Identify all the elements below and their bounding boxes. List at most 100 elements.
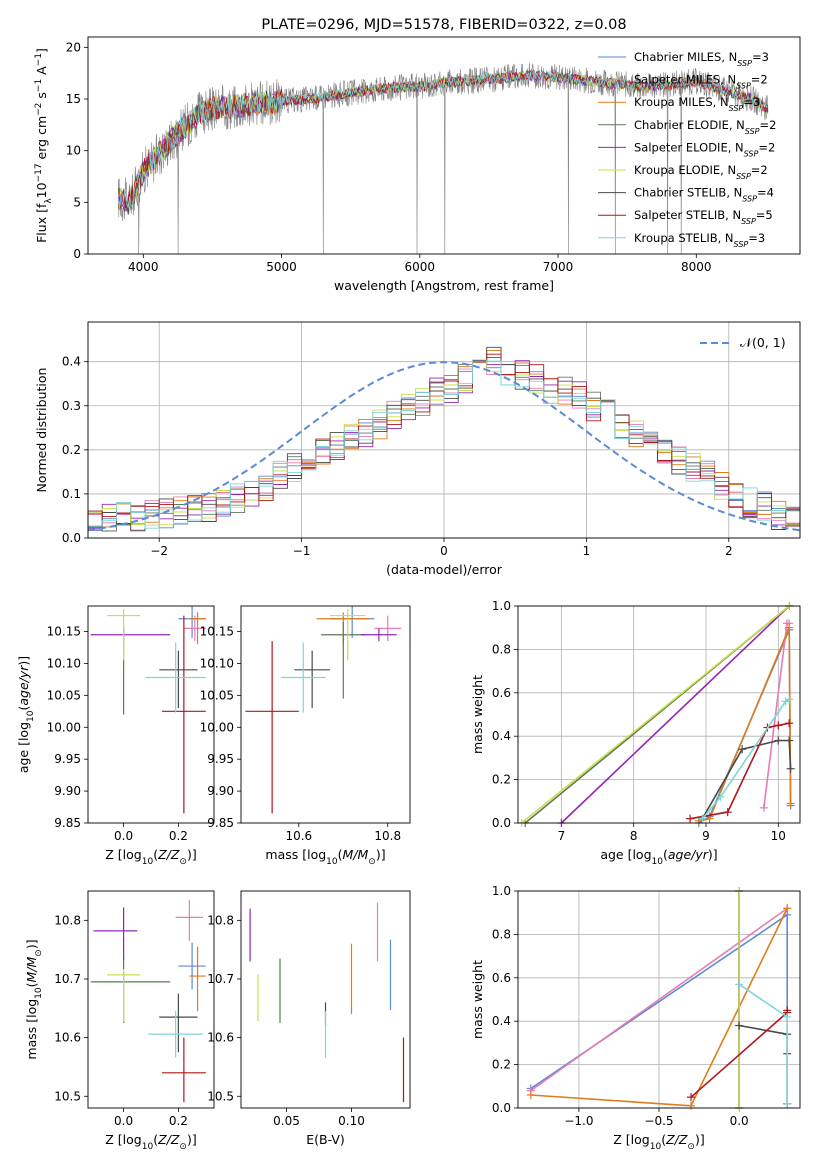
x-tick-label: 9 — [702, 829, 710, 843]
weight-marker — [723, 808, 732, 817]
x-tick-label: −1 — [293, 544, 311, 558]
x-tick-label: 7 — [558, 829, 566, 843]
y-tick-label: 15 — [66, 92, 81, 106]
weight-marker — [783, 1012, 792, 1021]
y-tick-label: 10.5 — [54, 1089, 81, 1103]
weight-marker — [686, 814, 695, 823]
legend-entry: Chabrier MILES, NSSP=3 — [634, 50, 769, 68]
weight-marker — [786, 799, 795, 808]
x-tick-label: 0.10 — [338, 1114, 365, 1128]
panel-8: −1.0 −0.5 0.0 0.0 0.2 0.4 0.6 0.8 1.0 Z [log10(Z/… — [470, 884, 801, 1152]
error-point-salpeter-elodie — [361, 628, 397, 642]
weight-marker — [774, 736, 783, 745]
y-tick-label: 10.15 — [47, 625, 81, 639]
y-tick-label: 1.0 — [492, 884, 511, 898]
error-point-salpeter-elodie — [90, 628, 171, 642]
y-tick-label: 0.1 — [62, 487, 81, 501]
histogram-kroupa-stelib — [87, 359, 801, 538]
error-point-chabrier-stelib — [159, 993, 198, 1053]
weight-marker — [738, 745, 747, 754]
y-tick-label: 0.8 — [492, 642, 511, 656]
axes-frame — [517, 890, 801, 1109]
axes-frame — [240, 890, 411, 1109]
panel-5: 7 8 9 10 0.0 0.2 0.4 0.6 0.8 1.0 age [log10(age/yr… — [470, 599, 801, 867]
legend-entry: Kroupa STELIB, NSSP=3 — [634, 231, 765, 249]
y-tick-label: 0.2 — [492, 1058, 511, 1072]
y-tick-label: 5 — [73, 195, 81, 209]
y-tick-label: 9.95 — [207, 752, 234, 766]
error-point-chabrier-elodie — [90, 958, 171, 1023]
x-tick-label: 10 — [771, 829, 786, 843]
weight-marker — [785, 719, 794, 728]
weight-marker — [785, 736, 794, 745]
y-axis-label: mass weight — [470, 960, 485, 1039]
x-tick-label: 0.0 — [114, 1114, 133, 1128]
y-tick-label: 9.85 — [207, 816, 234, 830]
x-axis-label: age [log10(age/yr)] — [600, 847, 717, 867]
error-point-salpeter-miles — [183, 615, 206, 642]
weight-line-kroupa-stelib — [701, 698, 790, 820]
y-tick-label: 9.95 — [54, 752, 81, 766]
y-tick-label: 0 — [73, 247, 81, 261]
axes-frame — [87, 890, 215, 1109]
legend-entry: Salpeter STELIB, NSSP=5 — [634, 208, 773, 226]
y-axis-label: mass [log10(M/M⊙)] — [24, 939, 44, 1059]
y-tick-label: 10.00 — [200, 720, 234, 734]
weight-marker — [783, 1099, 792, 1108]
x-tick-label: 1 — [583, 544, 591, 558]
y-tick-label: 10.05 — [47, 688, 81, 702]
weight-line-salpeter-elodie — [560, 605, 790, 824]
y-tick-label: 10.15 — [200, 625, 234, 639]
x-axis-label: E(B-V) — [306, 1132, 345, 1147]
weight-line-salpeter-stelib — [689, 722, 790, 820]
x-axis-label: mass [log10(M/M⊙)] — [265, 847, 385, 867]
y-axis-label: mass weight — [470, 675, 485, 754]
y-tick-label: 0.4 — [492, 729, 511, 743]
weight-marker — [759, 803, 768, 812]
x-tick-label: 0.2 — [169, 829, 188, 843]
panel-6: 0.0 0.2 10.5 10.6 10.7 10.8 Z [log10(Z/Z⊙)] mas… — [24, 890, 215, 1152]
y-axis-label: Flux [fλ10−17 erg cm−2 s−1 A−1] — [34, 48, 54, 243]
y-tick-label: 0.0 — [62, 531, 81, 545]
weight-marker — [698, 814, 707, 823]
error-point-salpeter-stelib — [161, 615, 206, 814]
panel-1: 4000 5000 6000 7000 8000 0 5 10 15 20 PLATE=0296, … — [34, 17, 801, 293]
x-axis-label: Z [log10(Z/Z⊙)] — [105, 847, 196, 867]
error-point-kroupa-miles — [189, 612, 206, 645]
y-tick-label: 0.0 — [492, 816, 511, 830]
x-tick-label: 10.8 — [374, 829, 401, 843]
weight-marker — [786, 764, 795, 773]
y-tick-label: 0.4 — [492, 1014, 511, 1028]
weight-marker — [526, 1090, 535, 1099]
chart-title: PLATE=0296, MJD=51578, FIBERID=0322, z=0… — [261, 17, 626, 33]
error-point-salpeter-elodie — [93, 907, 138, 961]
x-tick-label: 0.2 — [169, 1114, 188, 1128]
y-tick-label: 0.6 — [492, 686, 511, 700]
error-point-kroupa-stelib — [145, 642, 206, 713]
y-tick-label: 10.8 — [54, 913, 81, 927]
x-tick-label: 5000 — [266, 260, 297, 274]
observed-spectrum — [118, 62, 769, 254]
weight-line-kroupa-miles — [698, 627, 792, 822]
weight-marker — [716, 792, 725, 801]
weight-line-salpeter-miles — [530, 907, 788, 1092]
weight-marker — [735, 1021, 744, 1030]
y-tick-label: 9.90 — [207, 784, 234, 798]
y-tick-label: 10.6 — [207, 1031, 234, 1045]
weight-marker — [785, 695, 794, 704]
x-tick-label: −0.5 — [644, 1114, 673, 1128]
x-tick-label: −1.0 — [564, 1114, 593, 1128]
legend-entry: Kroupa ELODIE, NSSP=2 — [634, 163, 768, 181]
legend-entry: Salpeter ELODIE, NSSP=2 — [634, 140, 775, 158]
weight-line-kroupa-elodie — [521, 605, 790, 824]
axes-frame — [87, 36, 801, 255]
x-axis-label: Z [log10(Z/Z⊙)] — [613, 1132, 704, 1152]
x-tick-label: 8000 — [681, 260, 712, 274]
error-point-kroupa-miles — [189, 946, 206, 1012]
axes-frame — [240, 605, 411, 824]
y-tick-label: 0.2 — [492, 773, 511, 787]
legend-entry: Salpeter MILES, NSSP=2 — [634, 73, 768, 91]
y-tick-label: 1.0 — [492, 599, 511, 613]
legend-entry: Chabrier ELODIE, NSSP=2 — [634, 118, 776, 136]
